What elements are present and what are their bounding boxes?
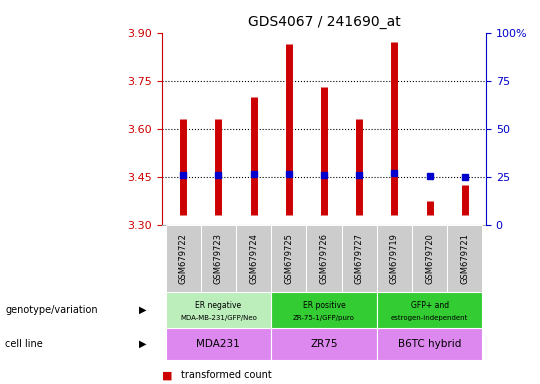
Text: GSM679719: GSM679719 xyxy=(390,233,399,284)
Bar xyxy=(377,225,412,292)
Text: GSM679725: GSM679725 xyxy=(284,233,293,284)
Bar xyxy=(271,225,306,292)
Bar xyxy=(271,328,377,360)
Bar xyxy=(342,225,377,292)
Text: MDA-MB-231/GFP/Neo: MDA-MB-231/GFP/Neo xyxy=(180,315,257,321)
Text: ZR75: ZR75 xyxy=(310,339,338,349)
Bar xyxy=(166,292,271,328)
Text: ER positive: ER positive xyxy=(302,301,346,310)
Text: GSM679723: GSM679723 xyxy=(214,233,223,284)
Text: B6TC hybrid: B6TC hybrid xyxy=(398,339,461,349)
Bar xyxy=(447,225,482,292)
Text: ▶: ▶ xyxy=(139,339,147,349)
Text: GSM679722: GSM679722 xyxy=(179,233,187,284)
Title: GDS4067 / 241690_at: GDS4067 / 241690_at xyxy=(248,15,400,29)
Text: MDA231: MDA231 xyxy=(197,339,240,349)
Text: GSM679720: GSM679720 xyxy=(425,233,434,284)
Bar xyxy=(236,225,271,292)
Text: GSM679721: GSM679721 xyxy=(461,233,469,284)
Text: GFP+ and: GFP+ and xyxy=(410,301,449,310)
Text: GSM679727: GSM679727 xyxy=(355,233,364,284)
Text: genotype/variation: genotype/variation xyxy=(5,305,98,315)
Bar xyxy=(166,225,201,292)
Bar xyxy=(271,292,377,328)
Bar xyxy=(377,292,482,328)
Text: ZR-75-1/GFP/puro: ZR-75-1/GFP/puro xyxy=(293,315,355,321)
Text: transformed count: transformed count xyxy=(181,370,272,380)
Text: estrogen-independent: estrogen-independent xyxy=(391,315,468,321)
Text: ER negative: ER negative xyxy=(195,301,241,310)
Text: ▶: ▶ xyxy=(139,305,147,315)
Bar xyxy=(306,225,342,292)
Text: GSM679724: GSM679724 xyxy=(249,233,258,284)
Bar xyxy=(377,328,482,360)
Text: cell line: cell line xyxy=(5,339,43,349)
Bar xyxy=(201,225,236,292)
Text: ■: ■ xyxy=(162,370,172,380)
Bar xyxy=(166,328,271,360)
Bar xyxy=(412,225,447,292)
Text: GSM679726: GSM679726 xyxy=(320,233,328,284)
